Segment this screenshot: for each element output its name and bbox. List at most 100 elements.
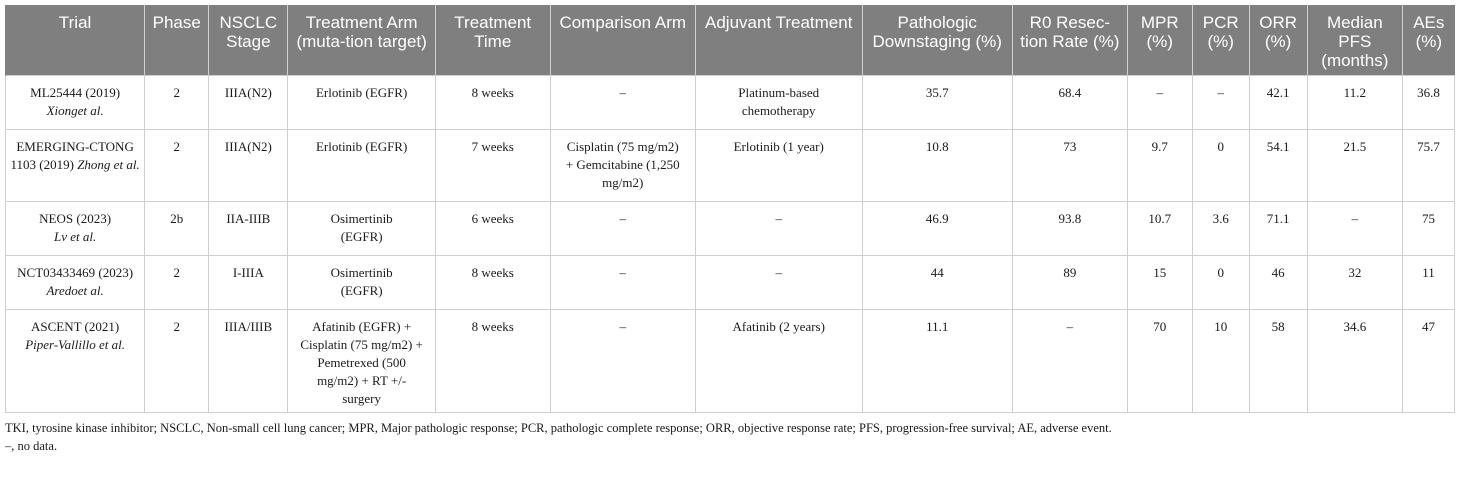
col-header-treatment-arm: Treatment Arm (muta-tion target)	[287, 5, 436, 76]
cell-r0: –	[1011, 309, 1128, 413]
cell-pcr: 0	[1191, 129, 1250, 202]
col-header-r0: R0 Resec-tion Rate (%)	[1011, 5, 1128, 76]
trial-name: NCT03433469 (2023)	[17, 265, 134, 280]
cell-aes: 47	[1402, 309, 1455, 413]
cell-downstaging: 44	[861, 255, 1013, 310]
trial-name: NEOS (2023)	[39, 211, 112, 226]
table-row: NCT03433469 (2023) Aredoet al. 2 I-IIIA …	[4, 255, 1455, 310]
cell-pfs: 11.2	[1306, 75, 1404, 130]
cell-stage: IIIA(N2)	[208, 129, 289, 202]
cell-r0: 93.8	[1011, 201, 1128, 256]
cell-treatment-time: 7 weeks	[434, 129, 551, 202]
cell-pfs: 32	[1306, 255, 1404, 310]
cell-adjuvant: Afatinib (2 years)	[694, 309, 863, 413]
cell-phase: 2	[144, 255, 210, 310]
col-header-adjuvant: Adjuvant Treatment	[694, 5, 863, 76]
cell-stage: I-IIIA	[208, 255, 289, 310]
cell-treatment-time: 8 weeks	[434, 309, 551, 413]
cell-orr: 54.1	[1248, 129, 1308, 202]
cell-trial: NCT03433469 (2023) Aredoet al.	[4, 255, 146, 310]
cell-treatment-arm: Erlotinib (EGFR)	[287, 129, 436, 202]
cell-pcr: 0	[1191, 255, 1250, 310]
cell-mpr: –	[1126, 75, 1193, 130]
trial-author: Aredoet al.	[46, 283, 104, 298]
col-header-pfs: Median PFS (months)	[1306, 5, 1403, 76]
col-header-downstaging: Pathologic Downstaging (%)	[861, 5, 1013, 76]
cell-mpr: 9.7	[1126, 129, 1193, 202]
cell-pcr: 3.6	[1191, 201, 1250, 256]
cell-comparison-arm: –	[549, 255, 696, 310]
cell-orr: 58	[1248, 309, 1308, 413]
cell-trial: EMERGING-CTONG 1103 (2019) Zhong et al.	[4, 129, 146, 202]
trial-name: EMERGING-CTONG 1103 (2019)	[10, 139, 134, 172]
cell-r0: 68.4	[1011, 75, 1128, 130]
data-table: Trial Phase NSCLC Stage Treatment Arm (m…	[4, 5, 1455, 413]
trial-author: Lv et al.	[53, 229, 97, 244]
cell-phase: 2	[144, 75, 210, 130]
cell-mpr: 10.7	[1126, 201, 1193, 256]
cell-comparison-arm: –	[549, 309, 696, 413]
col-header-mpr: MPR (%)	[1126, 5, 1193, 76]
cell-downstaging: 11.1	[861, 309, 1013, 413]
cell-aes: 75	[1402, 201, 1455, 256]
cell-trial: ML25444 (2019) Xionget al.	[4, 75, 146, 130]
cell-treatment-time: 8 weeks	[434, 255, 551, 310]
cell-aes: 11	[1402, 255, 1455, 310]
cell-downstaging: 10.8	[861, 129, 1013, 202]
cell-aes: 36.8	[1402, 75, 1455, 130]
footnote-no-data: –, no data.	[5, 439, 58, 453]
cell-r0: 73	[1011, 129, 1128, 202]
cell-pcr: –	[1191, 75, 1250, 130]
cell-treatment-arm: Erlotinib (EGFR)	[287, 75, 436, 130]
cell-treatment-arm: Osimertinib (EGFR)	[287, 255, 436, 310]
cell-comparison-arm: Cisplatin (75 mg/m2) + Gemcitabine (1,25…	[549, 129, 696, 202]
cell-phase: 2	[144, 309, 210, 413]
cell-mpr: 15	[1126, 255, 1193, 310]
trial-author: Piper-Vallillo et al.	[25, 337, 125, 352]
cell-adjuvant: –	[694, 255, 863, 310]
cell-pfs: 34.6	[1306, 309, 1404, 413]
cell-treatment-arm: Afatinib (EGFR) + Cisplatin (75 mg/m2) +…	[287, 309, 436, 413]
trial-author: Zhong et al.	[77, 157, 140, 172]
cell-pcr: 10	[1191, 309, 1250, 413]
cell-orr: 46	[1248, 255, 1308, 310]
cell-phase: 2	[144, 129, 210, 202]
cell-orr: 42.1	[1248, 75, 1308, 130]
cell-aes: 75.7	[1402, 129, 1455, 202]
cell-trial: ASCENT (2021) Piper-Vallillo et al.	[4, 309, 146, 413]
cell-downstaging: 46.9	[861, 201, 1013, 256]
table-row: NEOS (2023) Lv et al. 2b IIA-IIIB Osimert…	[4, 201, 1455, 256]
table-footnotes: TKI, tyrosine kinase inhibitor; NSCLC, N…	[5, 419, 1455, 455]
cell-comparison-arm: –	[549, 75, 696, 130]
cell-stage: IIA-IIIB	[208, 201, 289, 256]
trial-author: Xionget al.	[46, 103, 104, 118]
cell-r0: 89	[1011, 255, 1128, 310]
footnote-abbreviations: TKI, tyrosine kinase inhibitor; NSCLC, N…	[5, 421, 1112, 435]
cell-adjuvant: Erlotinib (1 year)	[694, 129, 863, 202]
col-header-trial: Trial	[4, 5, 145, 76]
cell-treatment-time: 6 weeks	[434, 201, 551, 256]
table-row: ML25444 (2019) Xionget al. 2 IIIA(N2) Erl…	[4, 75, 1455, 130]
cell-mpr: 70	[1126, 309, 1193, 413]
table-container: Trial Phase NSCLC Stage Treatment Arm (m…	[4, 5, 1455, 455]
col-header-phase: Phase	[144, 5, 209, 76]
table-row: EMERGING-CTONG 1103 (2019) Zhong et al. …	[4, 129, 1455, 202]
cell-treatment-arm: Osimertinib (EGFR)	[287, 201, 436, 256]
col-header-stage: NSCLC Stage	[208, 5, 288, 76]
cell-trial: NEOS (2023) Lv et al.	[4, 201, 146, 256]
cell-orr: 71.1	[1248, 201, 1308, 256]
col-header-comparison-arm: Comparison Arm	[549, 5, 696, 76]
cell-treatment-time: 8 weeks	[434, 75, 551, 130]
cell-comparison-arm: –	[549, 201, 696, 256]
cell-pfs: –	[1306, 201, 1404, 256]
col-header-orr: ORR (%)	[1248, 5, 1308, 76]
cell-adjuvant: Platinum-based chemotherapy	[694, 75, 863, 130]
cell-phase: 2b	[144, 201, 210, 256]
trial-name: ML25444 (2019)	[30, 85, 121, 100]
col-header-pcr: PCR (%)	[1191, 5, 1250, 76]
col-header-treatment-time: Treatment Time	[434, 5, 551, 76]
cell-pfs: 21.5	[1306, 129, 1404, 202]
table-row: ASCENT (2021) Piper-Vallillo et al. 2 III…	[4, 309, 1455, 413]
cell-downstaging: 35.7	[861, 75, 1013, 130]
col-header-aes: AEs (%)	[1402, 5, 1455, 76]
